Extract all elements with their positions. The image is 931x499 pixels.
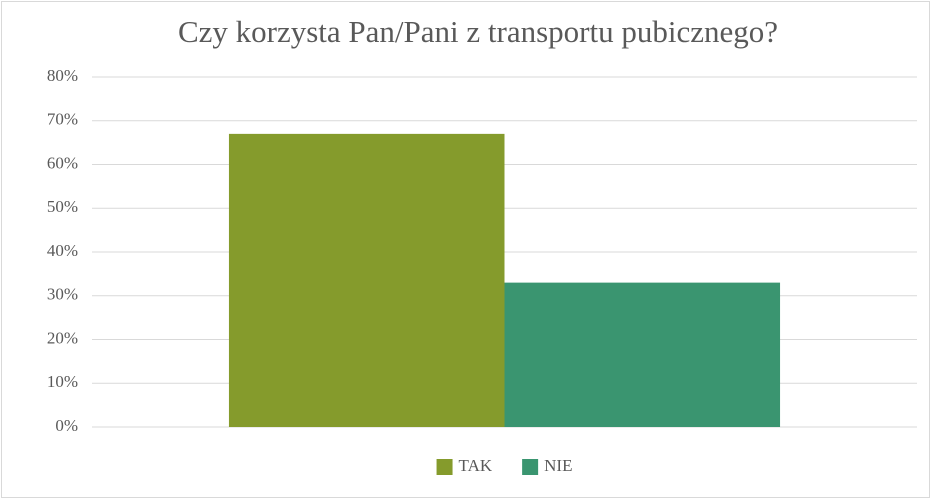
y-tick-label: 50% <box>47 197 78 216</box>
y-tick-label: 30% <box>47 285 78 304</box>
y-tick-label: 70% <box>47 110 78 129</box>
y-tick-label: 80% <box>47 66 78 85</box>
y-tick-label: 20% <box>47 328 78 347</box>
legend-label: TAK <box>459 456 493 475</box>
chart-title: Czy korzysta Pan/Pani z transportu pubic… <box>178 14 778 49</box>
y-tick-label: 60% <box>47 153 78 172</box>
y-tick-label: 10% <box>47 372 78 391</box>
y-tick-label: 0% <box>55 416 78 435</box>
y-tick-label: 40% <box>47 241 78 260</box>
bar <box>228 133 505 427</box>
legend-swatch <box>522 459 539 475</box>
legend-swatch <box>436 459 453 475</box>
bar <box>504 282 781 427</box>
legend-label: NIE <box>544 456 572 475</box>
